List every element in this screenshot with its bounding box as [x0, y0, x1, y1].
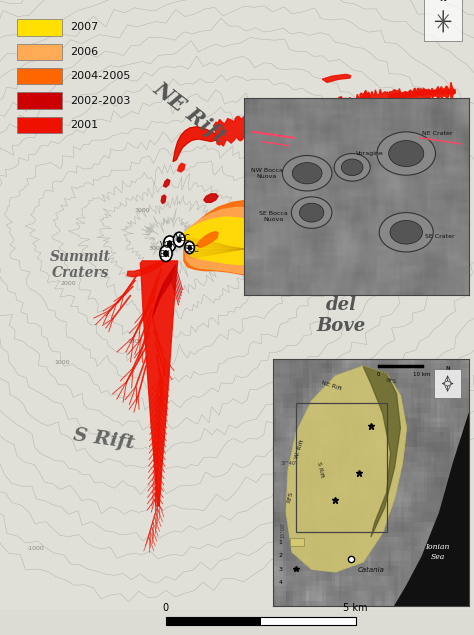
Text: 3: 3 — [278, 567, 283, 572]
Bar — [17, 68, 62, 84]
Text: 2001: 2001 — [70, 120, 98, 130]
Ellipse shape — [292, 197, 332, 229]
Text: Voragine: Voragine — [356, 151, 384, 156]
Text: NE Crater: NE Crater — [422, 131, 453, 137]
Text: VOR: VOR — [160, 241, 176, 250]
Text: 2000: 2000 — [128, 339, 143, 344]
Text: 2007: 2007 — [70, 22, 99, 32]
Polygon shape — [184, 200, 321, 281]
Circle shape — [167, 240, 173, 248]
Text: Catania: Catania — [357, 567, 384, 573]
Text: NW Bocca
Nuova: NW Bocca Nuova — [251, 168, 283, 178]
Text: BN: BN — [159, 250, 170, 259]
Ellipse shape — [389, 140, 424, 166]
Polygon shape — [164, 179, 170, 187]
Text: -1000: -1000 — [27, 546, 45, 551]
Text: Valle
del
Bove: Valle del Bove — [317, 275, 366, 335]
Text: RFS: RFS — [287, 491, 294, 504]
Text: NEC: NEC — [174, 234, 191, 243]
Text: W. Rift: W. Rift — [295, 438, 306, 459]
Circle shape — [185, 241, 194, 253]
Ellipse shape — [379, 213, 433, 252]
Text: NE Rift: NE Rift — [149, 78, 230, 147]
Text: 3000: 3000 — [149, 246, 164, 251]
Ellipse shape — [300, 203, 324, 222]
Bar — [166, 617, 356, 625]
Text: 10 km: 10 km — [363, 263, 386, 272]
Ellipse shape — [341, 159, 363, 176]
Circle shape — [173, 232, 185, 247]
Polygon shape — [389, 90, 455, 99]
Text: Summit
Craters: Summit Craters — [50, 250, 111, 280]
Text: 2: 2 — [278, 553, 283, 558]
Ellipse shape — [292, 163, 322, 184]
Text: Ionian
Sea: Ionian Sea — [426, 544, 450, 561]
Text: NE Rift: NE Rift — [321, 381, 342, 392]
Ellipse shape — [334, 154, 370, 181]
Text: SEC: SEC — [184, 246, 200, 255]
Ellipse shape — [377, 132, 436, 175]
Text: S Rift: S Rift — [73, 425, 136, 452]
Polygon shape — [214, 91, 371, 146]
Text: 2004-2005: 2004-2005 — [70, 71, 130, 81]
Text: N: N — [440, 0, 447, 3]
Text: 2006: 2006 — [70, 47, 98, 57]
Polygon shape — [204, 194, 218, 203]
Text: 2000: 2000 — [61, 281, 76, 286]
Text: 0: 0 — [163, 603, 169, 613]
Bar — [434, 369, 461, 398]
Text: 3000: 3000 — [135, 208, 150, 213]
Text: 4: 4 — [278, 580, 283, 585]
Polygon shape — [322, 74, 351, 83]
Bar — [166, 617, 261, 625]
Circle shape — [188, 244, 191, 250]
Text: PFS: PFS — [385, 378, 396, 385]
Text: 0: 0 — [301, 263, 306, 272]
Text: 37°40': 37°40' — [281, 461, 297, 466]
Polygon shape — [394, 413, 469, 606]
Circle shape — [160, 246, 172, 262]
Bar — [17, 44, 62, 60]
Polygon shape — [363, 366, 401, 537]
Circle shape — [164, 236, 176, 251]
Bar — [290, 538, 304, 547]
Text: 15°00': 15°00' — [281, 522, 285, 538]
Circle shape — [163, 250, 169, 257]
Polygon shape — [360, 82, 455, 109]
Circle shape — [177, 236, 182, 243]
Bar — [17, 19, 62, 36]
Ellipse shape — [390, 220, 422, 244]
Polygon shape — [127, 261, 166, 277]
Polygon shape — [140, 261, 178, 506]
Bar — [296, 403, 387, 532]
Bar — [17, 92, 62, 109]
Text: 1000: 1000 — [54, 360, 69, 365]
Text: 5 km: 5 km — [343, 603, 368, 613]
Text: 2002-2003: 2002-2003 — [70, 96, 130, 105]
Polygon shape — [185, 217, 271, 265]
Text: SE Bocca
Nuova: SE Bocca Nuova — [259, 211, 288, 222]
Text: 1: 1 — [278, 540, 283, 545]
Polygon shape — [185, 207, 294, 274]
Ellipse shape — [283, 156, 332, 191]
Text: SE Crater: SE Crater — [425, 234, 455, 239]
Polygon shape — [161, 195, 166, 204]
Text: S Rift: S Rift — [316, 462, 324, 479]
Polygon shape — [197, 232, 218, 248]
Text: 10 km: 10 km — [413, 372, 431, 377]
Text: N: N — [445, 366, 450, 371]
Bar — [424, 0, 462, 41]
Bar — [261, 617, 356, 625]
Bar — [17, 117, 62, 133]
Polygon shape — [173, 127, 217, 161]
Polygon shape — [178, 163, 185, 172]
Polygon shape — [286, 366, 406, 572]
Text: 0: 0 — [377, 372, 381, 377]
